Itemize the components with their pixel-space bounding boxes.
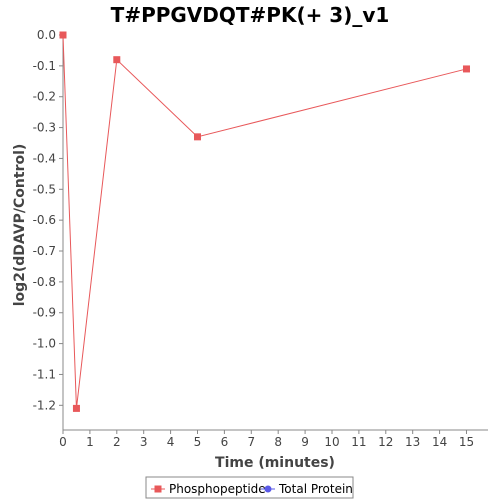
y-tick-label: -0.7 — [33, 244, 56, 258]
x-tick-label: 12 — [378, 435, 393, 449]
data-point — [113, 56, 121, 64]
x-tick-label: 4 — [167, 435, 175, 449]
y-tick-label: -0.4 — [33, 151, 56, 165]
legend-marker-square — [154, 485, 162, 493]
x-tick-label: 15 — [459, 435, 474, 449]
y-tick-label: -1.2 — [33, 398, 56, 412]
data-point — [59, 31, 67, 39]
data-point — [462, 65, 470, 73]
x-tick-label: 0 — [59, 435, 67, 449]
x-tick-label: 11 — [351, 435, 366, 449]
y-axis-label: log2(dDAVP/Control) — [12, 144, 28, 307]
x-axis-label: Time (minutes) — [215, 455, 335, 471]
x-tick-label: 9 — [301, 435, 309, 449]
y-tick-label: -0.8 — [33, 275, 56, 289]
x-tick-label: 5 — [194, 435, 202, 449]
series-layer — [59, 31, 470, 412]
legend-marker-circle — [264, 485, 272, 493]
x-tick-label: 6 — [221, 435, 229, 449]
series-line-phosphopeptide — [62, 34, 467, 409]
y-tick-label: 0.0 — [37, 28, 56, 42]
legend-label: Phosphopeptide — [169, 482, 266, 496]
y-tick-label: -1.0 — [33, 337, 56, 351]
x-tick-label: 8 — [274, 435, 282, 449]
y-tick-label: -1.1 — [33, 367, 56, 381]
legend-label: Total Protein — [278, 482, 353, 496]
x-tick-label: 13 — [405, 435, 420, 449]
chart-title: T#PPGVDQT#PK(+ 3)_v1 — [111, 3, 390, 27]
y-tick-label: -0.5 — [33, 182, 56, 196]
x-tick-label: 2 — [113, 435, 121, 449]
x-tick-label: 1 — [86, 435, 94, 449]
y-tick-label: -0.6 — [33, 213, 56, 227]
y-tick-label: -0.1 — [33, 59, 56, 73]
y-tick-label: -0.2 — [33, 90, 56, 104]
x-tick-label: 3 — [140, 435, 148, 449]
data-point — [72, 404, 80, 412]
legend-box — [145, 476, 354, 499]
data-point — [193, 133, 201, 141]
legend: Phosphopeptide Total Protein — [145, 476, 354, 499]
x-tick-label: 10 — [324, 435, 339, 449]
y-tick-label: -0.9 — [33, 306, 56, 320]
x-tick-label: 7 — [247, 435, 255, 449]
x-tick-label: 14 — [432, 435, 447, 449]
axes: 0 1 2 3 4 5 6 7 8 9 10 11 12 13 14 150.0-0.1-0.2-0.3-0.… — [33, 28, 488, 449]
y-tick-label: -0.3 — [33, 121, 56, 135]
